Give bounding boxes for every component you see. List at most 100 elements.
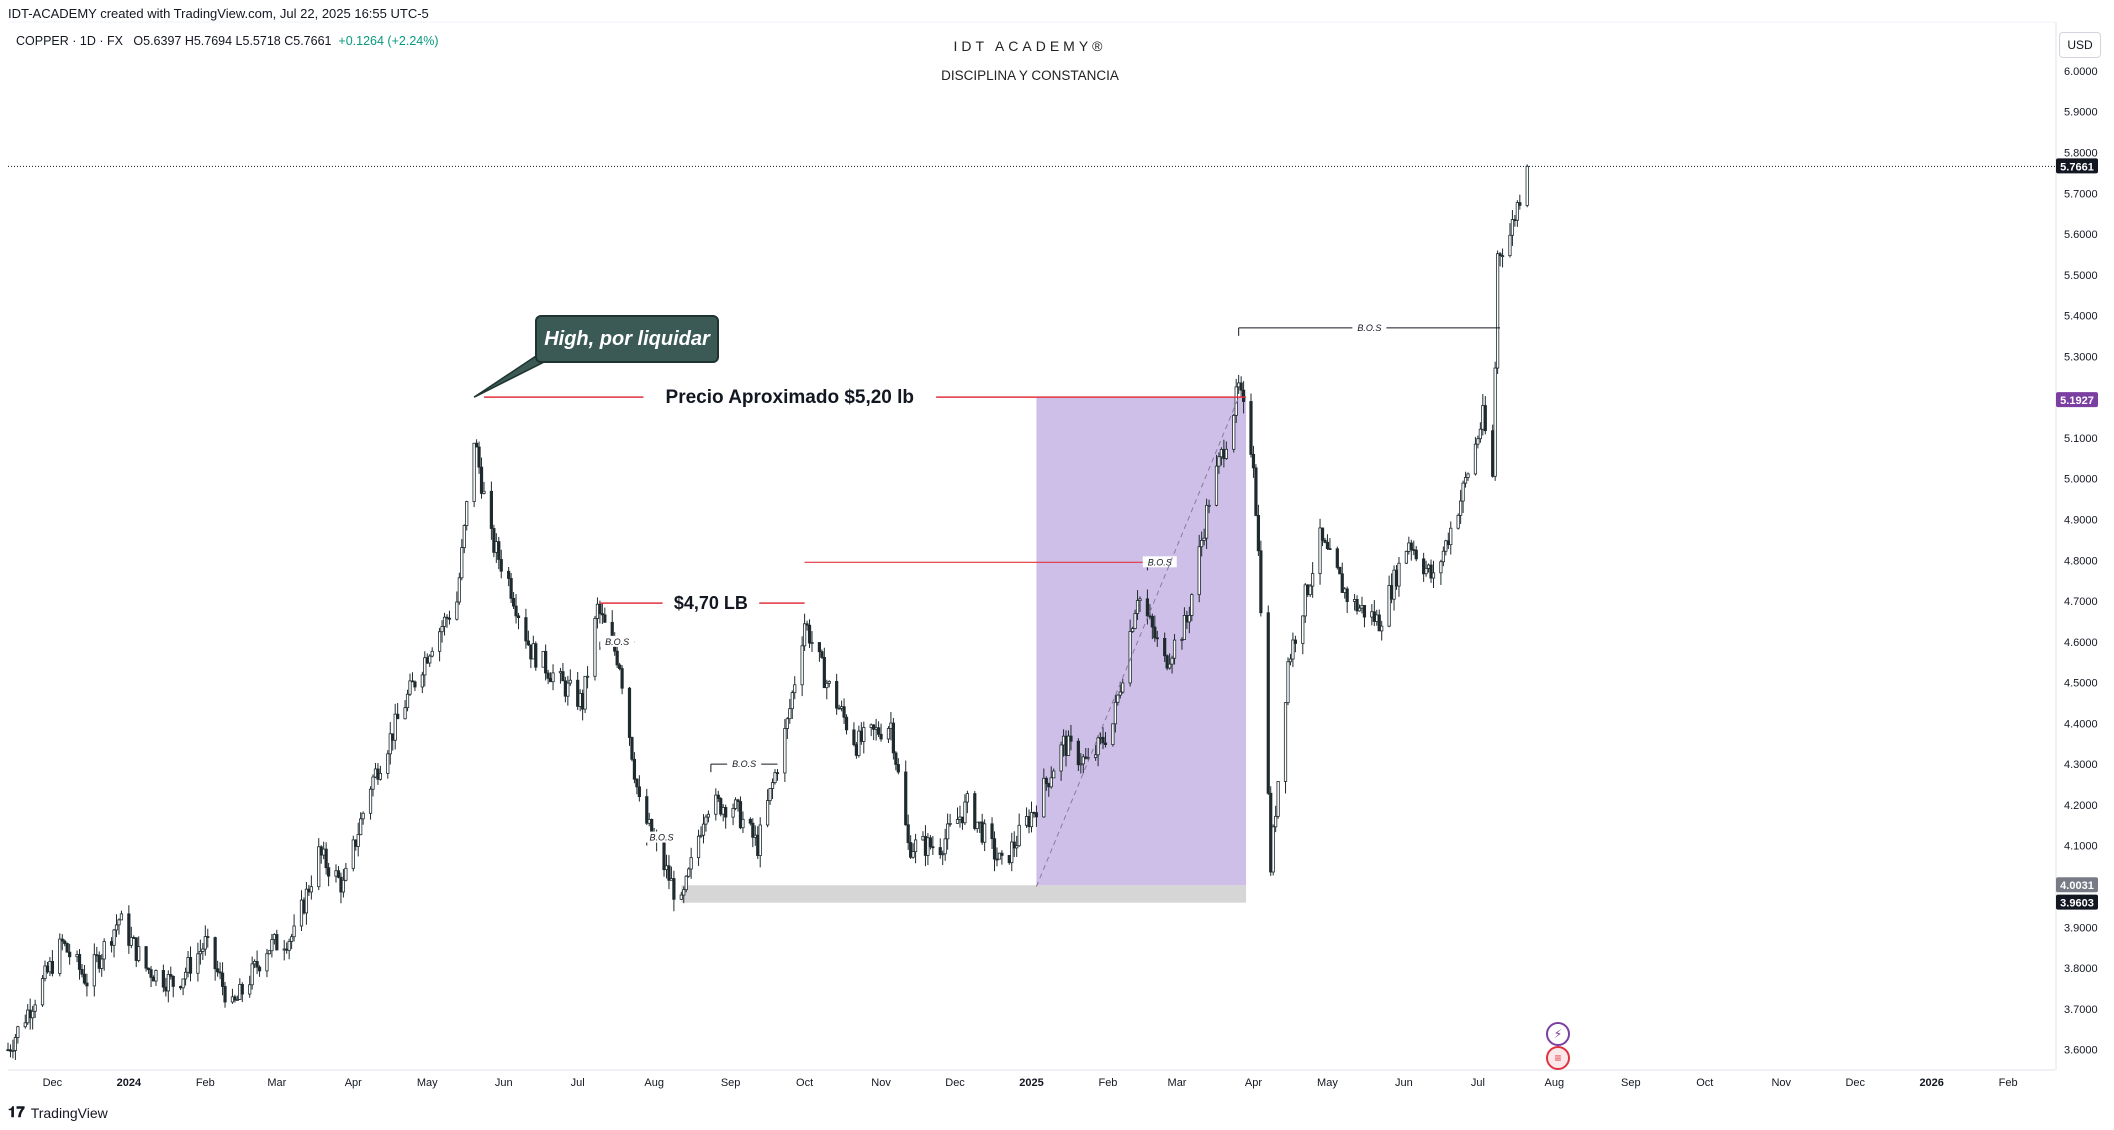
candle-body: [109, 941, 114, 946]
candle-body: [965, 793, 969, 803]
candle-body: [1052, 770, 1056, 779]
candle-body: [1510, 219, 1515, 236]
symbol-name: COPPER · 1D · FX: [16, 34, 123, 48]
candle-body: [509, 578, 513, 599]
candle-body: [770, 782, 775, 789]
price-tick-label: 4.9000: [2064, 514, 2098, 526]
candle-body: [1293, 639, 1297, 644]
candle-body: [1237, 382, 1241, 388]
bos-label: B.O.S: [732, 759, 756, 769]
candle-body: [706, 813, 711, 818]
candle-body: [445, 616, 449, 619]
candle-body: [137, 946, 141, 961]
candle-body: [285, 948, 289, 951]
candle-body: [566, 682, 570, 697]
candle-body: [753, 834, 757, 838]
candle-body: [1266, 612, 1270, 794]
currency-button[interactable]: USD: [2059, 32, 2101, 58]
candle-body: [975, 821, 979, 829]
candle-body: [319, 846, 323, 856]
candle-body: [307, 888, 311, 893]
candle-body: [1328, 548, 1332, 550]
candle-body: [1360, 605, 1364, 609]
candle-body: [1288, 658, 1293, 663]
candle-body: [206, 936, 210, 938]
level-label: Precio Aproximado $5,20 lb: [666, 387, 915, 408]
candle-body: [1394, 569, 1399, 587]
candle-body: [748, 818, 752, 824]
time-tick-label: Dec: [945, 1077, 965, 1089]
price-tick-label: 5.4000: [2064, 311, 2098, 323]
candle-body: [1508, 234, 1512, 257]
candle-body: [1481, 405, 1485, 430]
candle-body: [63, 940, 67, 944]
candle-body: [507, 570, 511, 579]
tradingview-logo[interactable]: 𝟏𝟕 TradingView: [8, 1104, 108, 1121]
candle-body: [1491, 430, 1495, 477]
candle-body: [1103, 742, 1108, 745]
candle-body: [852, 729, 856, 746]
candle-body: [423, 657, 427, 676]
candle-body: [790, 692, 794, 710]
candle-body: [837, 707, 841, 710]
candle-body: [1483, 405, 1487, 432]
candle-body: [1059, 744, 1063, 772]
candle-body: [716, 794, 720, 799]
candle-body: [583, 675, 587, 710]
price-label: 4.0031: [2060, 880, 2094, 892]
callout-label: High, por liquidar: [535, 315, 719, 363]
candle-body: [1335, 548, 1339, 568]
candle-body: [1449, 527, 1453, 546]
bos-label-bg: [727, 758, 762, 770]
candle-body: [1182, 615, 1187, 640]
candle-body: [405, 693, 410, 709]
time-tick-label: Feb: [1999, 1077, 2018, 1089]
candle-body: [756, 834, 760, 856]
us-flag-icon[interactable]: ≡: [1546, 1046, 1570, 1070]
candle-body: [218, 971, 222, 974]
candle-body: [1301, 615, 1305, 644]
time-tick-label: Jul: [571, 1077, 585, 1089]
candle-body: [1459, 500, 1463, 516]
candle-body: [879, 733, 883, 740]
trend-line: [1035, 396, 1240, 887]
candle-body: [581, 693, 585, 710]
candle-body: [1318, 527, 1322, 574]
candle-body: [578, 693, 582, 707]
candle-body: [1170, 657, 1174, 665]
symbol-legend[interactable]: COPPER · 1D · FX O5.6397 H5.7694 L5.5718…: [16, 34, 439, 48]
candle-body: [272, 934, 276, 940]
candle-body: [595, 603, 600, 619]
candle-body: [534, 643, 538, 668]
candle-body: [544, 650, 548, 674]
candle-body: [822, 657, 826, 689]
candle-body: [721, 807, 725, 815]
price-tick-label: 4.6000: [2064, 637, 2098, 649]
candle-body: [1224, 448, 1228, 459]
candle-body: [1498, 253, 1502, 257]
candle-body: [645, 796, 649, 824]
candle-body: [800, 645, 804, 686]
candle-body: [551, 672, 555, 683]
candle-body: [842, 706, 846, 718]
candle-body: [1007, 855, 1011, 864]
candle-body: [664, 865, 669, 871]
candle-body: [511, 597, 516, 607]
candle-body: [724, 807, 728, 818]
candle-body: [1456, 514, 1460, 529]
candle-body: [926, 837, 930, 856]
candle-body: [146, 967, 151, 971]
candle-body: [1444, 540, 1448, 552]
candle-body: [292, 925, 296, 938]
lightning-icon[interactable]: ⚡: [1546, 1022, 1570, 1046]
candle-body: [479, 466, 484, 494]
time-tick-label: Aug: [1545, 1077, 1565, 1089]
candle-body: [117, 919, 121, 926]
candle-body: [1000, 852, 1004, 856]
candle-body: [1113, 701, 1117, 725]
candle-body: [386, 753, 390, 774]
candle-body: [603, 614, 607, 623]
candle-body: [216, 968, 220, 973]
candle-body: [1355, 599, 1359, 612]
